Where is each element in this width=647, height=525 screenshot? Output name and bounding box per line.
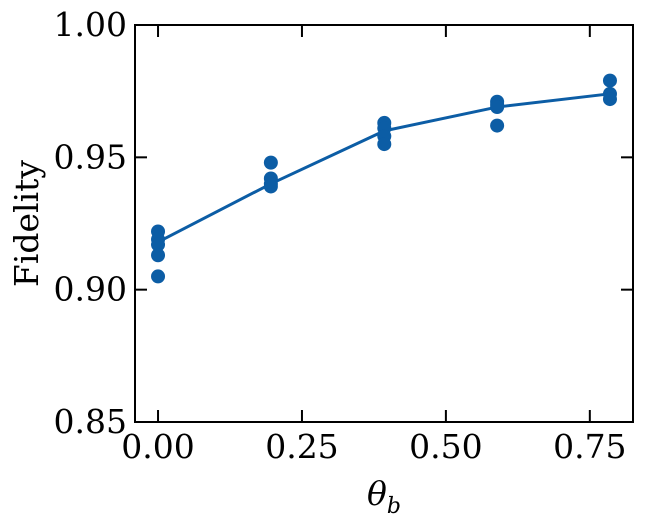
data-point: [490, 100, 505, 115]
data-point: [151, 248, 166, 263]
data-point: [602, 73, 617, 88]
data-point: [602, 92, 617, 107]
y-tick-label: 0.90: [54, 270, 127, 309]
x-axis-label-symbol: θ: [367, 474, 387, 513]
x-axis-label-subscript: b: [387, 494, 401, 519]
data-point: [151, 269, 166, 284]
data-point: [263, 179, 278, 194]
x-tick-label: 0.00: [121, 427, 194, 466]
data-point: [377, 137, 392, 152]
x-tick-label: 0.25: [265, 427, 338, 466]
data-point: [490, 118, 505, 133]
plot-frame: [134, 24, 634, 423]
x-axis-label: θb: [367, 474, 401, 519]
data-point: [263, 155, 278, 170]
x-tick-label: 0.75: [553, 427, 626, 466]
y-tick-label: 0.95: [54, 137, 127, 176]
y-tick-label: 1.00: [54, 5, 127, 44]
chart-marks: [151, 73, 617, 284]
data-point: [151, 237, 166, 252]
y-tick-label: 0.85: [54, 402, 127, 441]
x-tick-label: 0.50: [409, 427, 482, 466]
axis-ticks: 0.00 0.25 0.50 0.75 0.85 0.90 0.95 1.00: [54, 5, 633, 466]
y-axis-label: Fidelity: [7, 160, 46, 287]
